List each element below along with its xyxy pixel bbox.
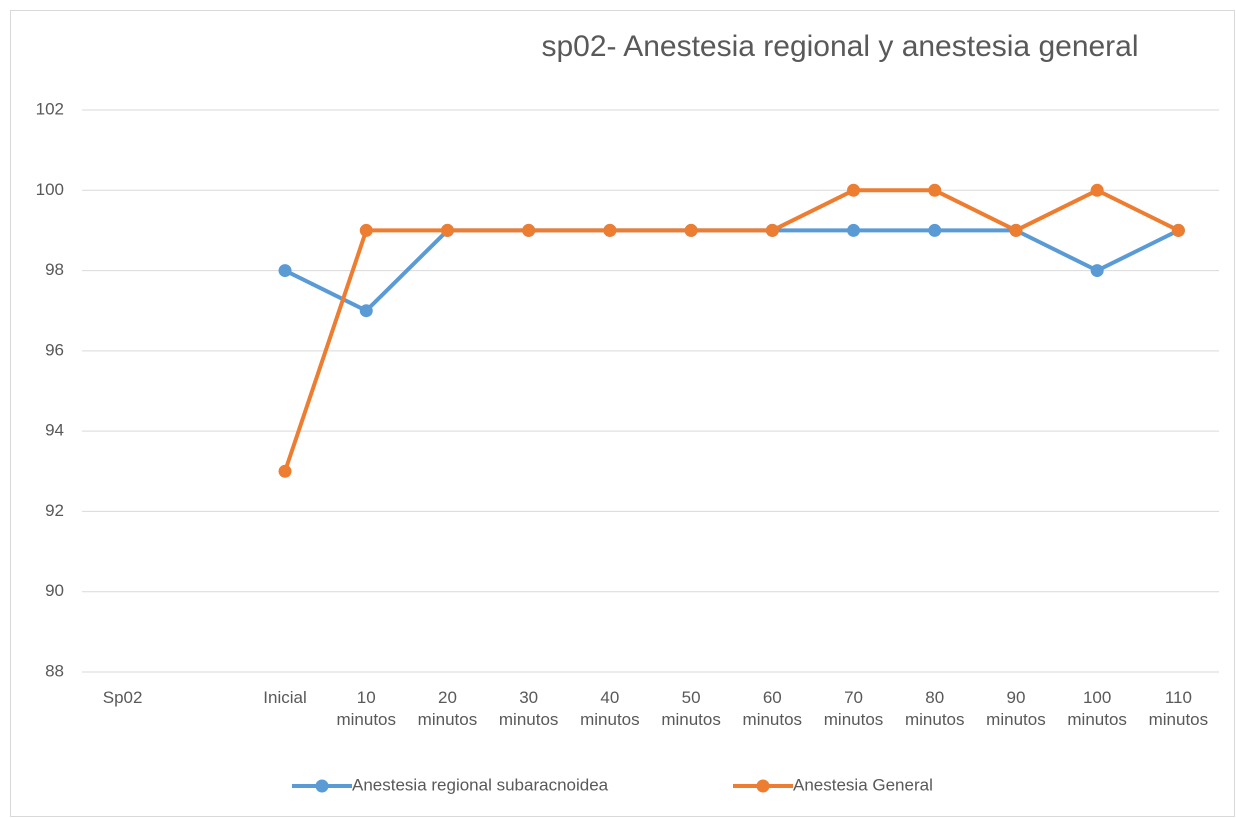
data-point bbox=[359, 304, 373, 318]
y-tick-label: 88 bbox=[45, 661, 64, 680]
x-tick-label: 70 minutos bbox=[823, 688, 884, 729]
legend-label: Anestesia General bbox=[793, 775, 933, 794]
x-tick-label: 40 minutos bbox=[580, 688, 640, 729]
chart-title: sp02- Anestesia regional y anestesia gen… bbox=[541, 30, 1138, 63]
y-tick-label: 92 bbox=[45, 501, 64, 520]
x-tick-label: 50 minutos bbox=[661, 688, 721, 729]
data-point bbox=[440, 223, 454, 237]
data-point bbox=[522, 223, 536, 237]
data-point bbox=[1090, 264, 1104, 278]
data-point bbox=[359, 223, 373, 237]
x-tick-label: 10 minutos bbox=[336, 688, 396, 729]
data-point bbox=[847, 183, 861, 197]
data-point bbox=[603, 223, 617, 237]
y-tick-label: 90 bbox=[45, 581, 64, 600]
y-tick-label: 98 bbox=[45, 260, 64, 279]
data-point bbox=[765, 223, 779, 237]
series-line bbox=[283, 188, 1180, 472]
y-tick-label: 96 bbox=[45, 340, 64, 359]
data-point bbox=[278, 264, 292, 278]
chart-border bbox=[10, 10, 1235, 817]
x-tick-label: 30 minutos bbox=[498, 688, 559, 729]
data-point bbox=[928, 223, 942, 237]
x-tick-label: 90 minutos bbox=[986, 688, 1046, 729]
x-tick-label: 110 minutos bbox=[1148, 688, 1209, 729]
data-point bbox=[1090, 183, 1104, 197]
data-point bbox=[1171, 223, 1185, 237]
x-tick-label: Inicial bbox=[263, 688, 307, 707]
y-tick-label: 100 bbox=[36, 180, 64, 199]
data-point bbox=[278, 464, 292, 478]
legend-marker bbox=[315, 779, 329, 793]
legend-label: Anestesia regional subaracnoidea bbox=[352, 775, 609, 794]
x-tick-label: Sp02 bbox=[102, 688, 143, 707]
x-tick-label: 20 minutos bbox=[417, 688, 478, 729]
x-tick-label: 60 minutos bbox=[742, 688, 803, 729]
data-point bbox=[928, 183, 942, 197]
legend-marker bbox=[756, 779, 770, 793]
data-point bbox=[1009, 223, 1023, 237]
x-tick-label: 100 minutos bbox=[1067, 688, 1127, 729]
data-point bbox=[684, 223, 698, 237]
data-point bbox=[847, 223, 861, 237]
y-tick-label: 94 bbox=[45, 421, 64, 440]
y-tick-label: 102 bbox=[36, 99, 64, 118]
x-tick-label: 80 minutos bbox=[904, 688, 965, 729]
